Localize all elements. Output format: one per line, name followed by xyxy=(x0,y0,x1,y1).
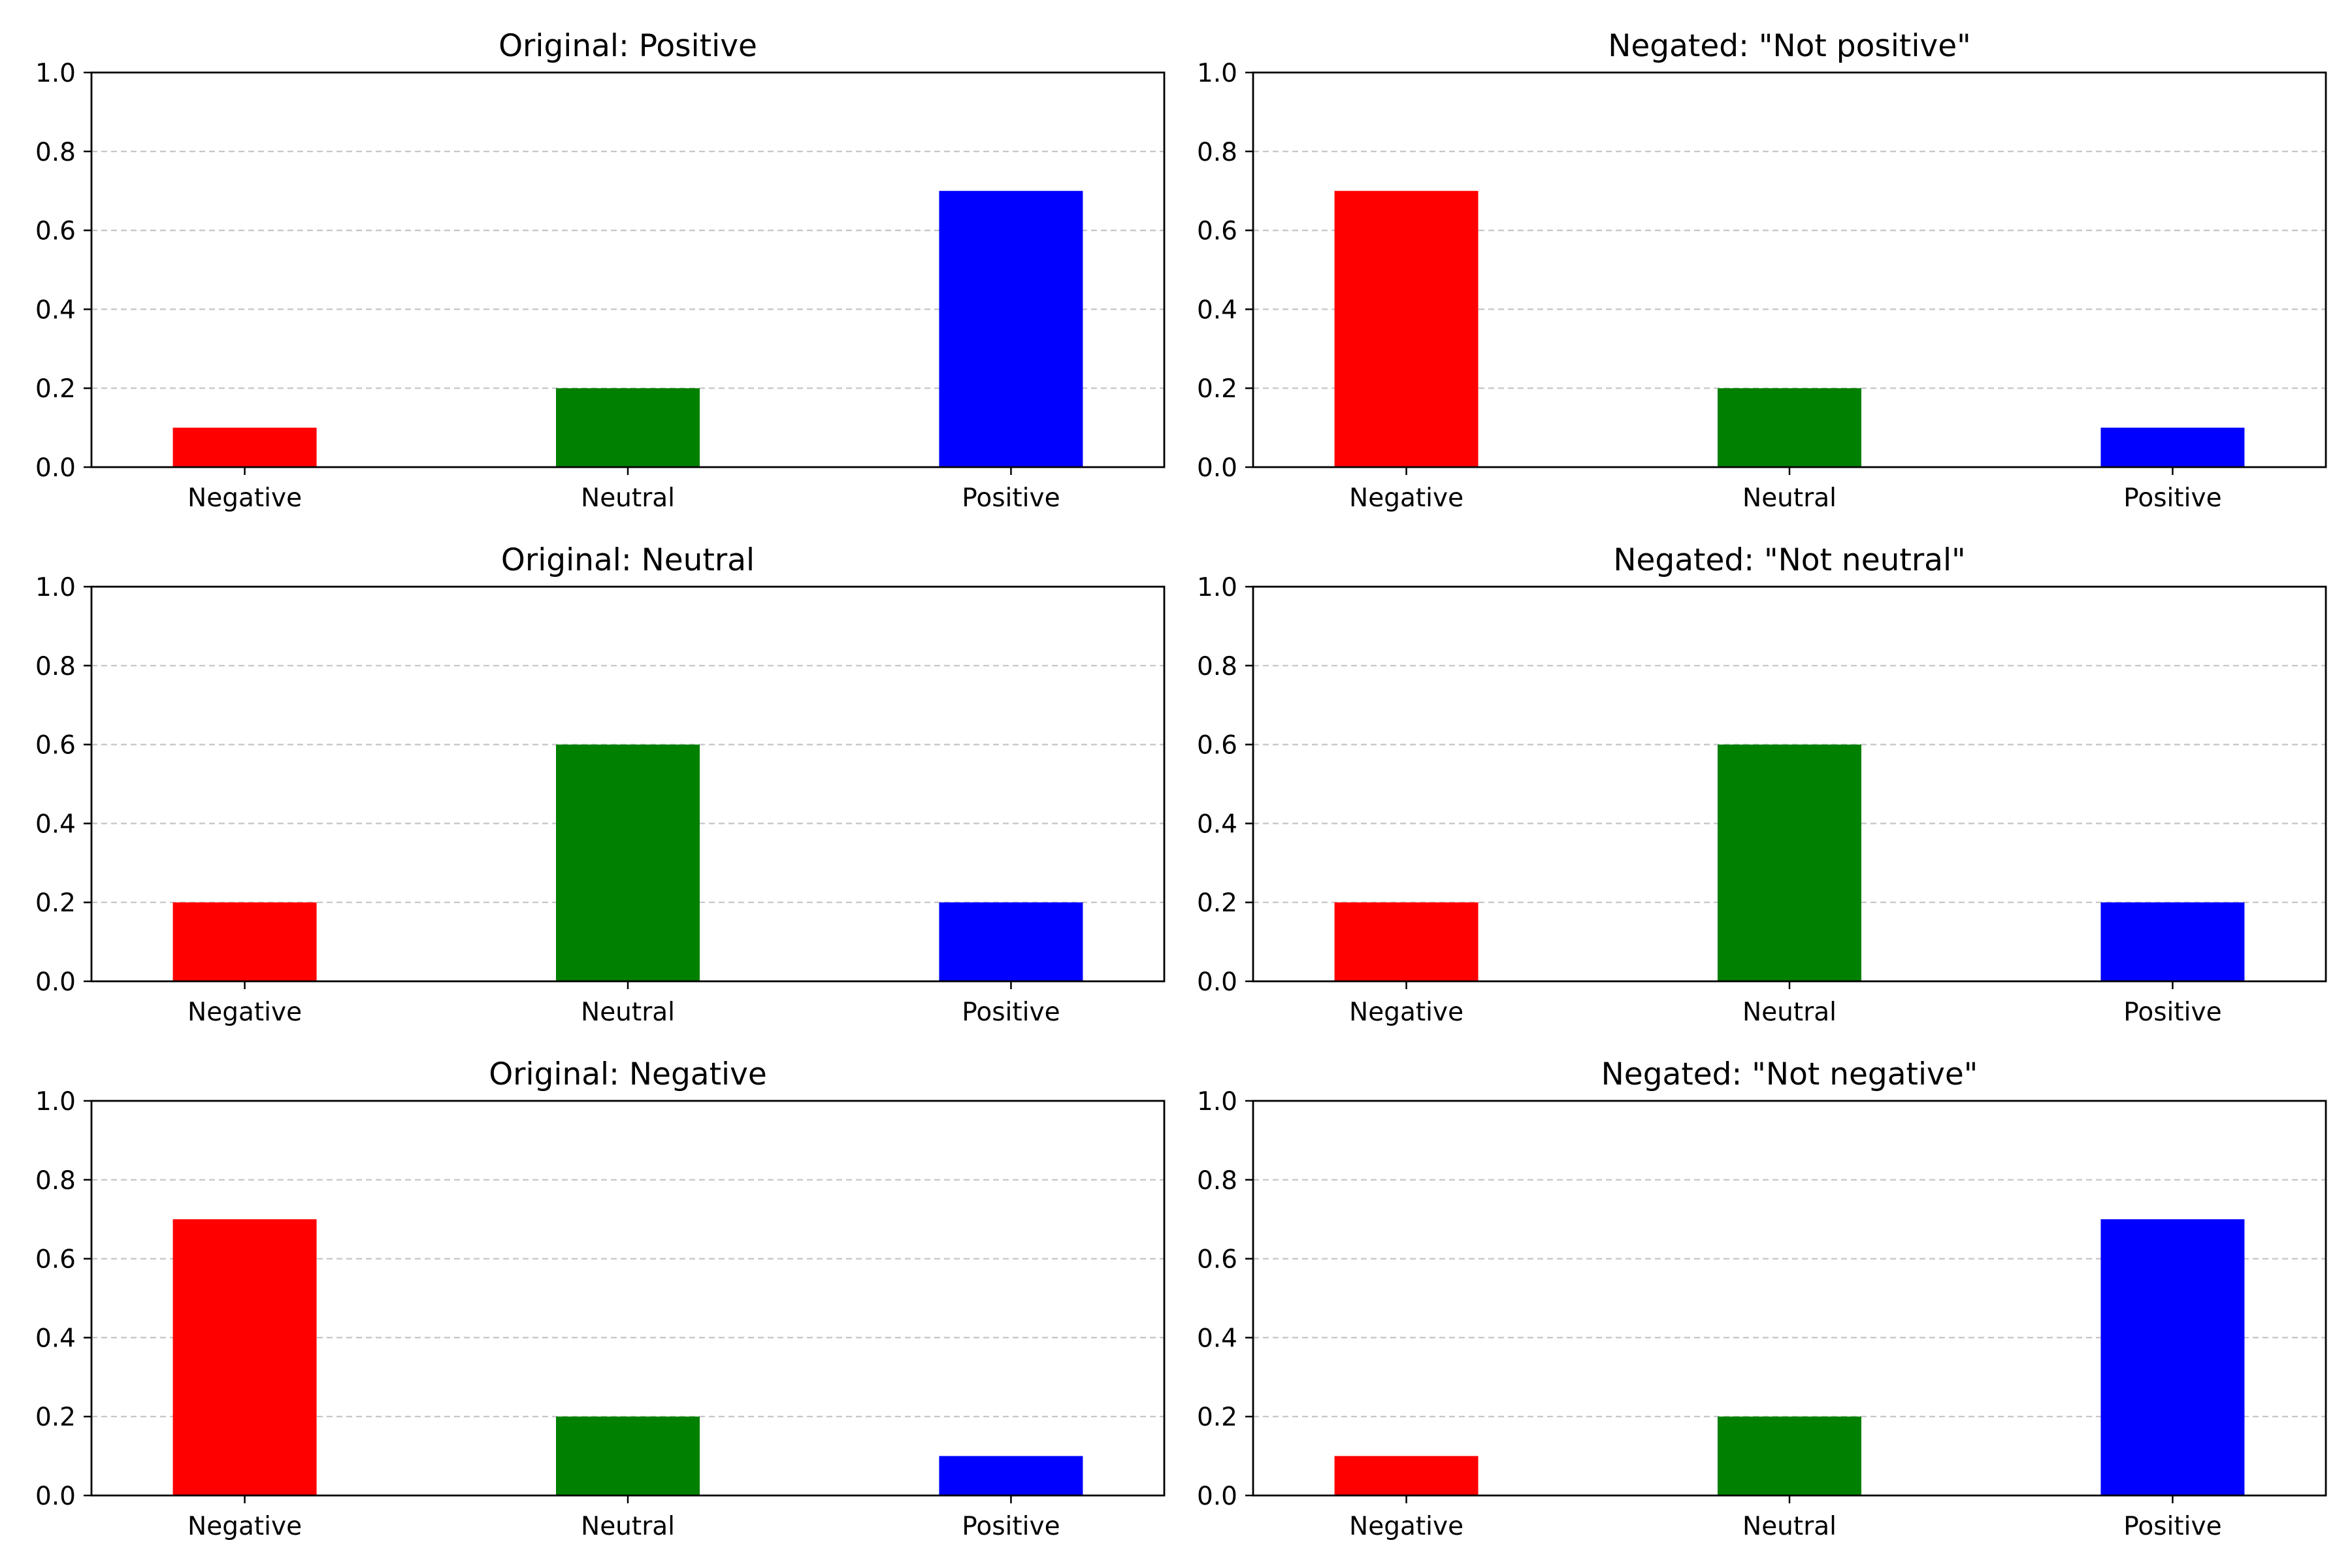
y-tick-label: 0.8 xyxy=(1197,652,1237,681)
x-tick-label: Neutral xyxy=(581,483,675,513)
y-tick-label: 0.6 xyxy=(35,731,76,760)
y-tick-label: 0.2 xyxy=(1197,1403,1237,1432)
panel-title: Negated: "Not positive" xyxy=(1608,28,1971,64)
y-tick-label: 0.2 xyxy=(35,1403,76,1432)
y-tick-label: 0.4 xyxy=(35,809,76,839)
bar-negative xyxy=(1334,191,1478,467)
x-tick-label: Negative xyxy=(1349,1512,1463,1541)
bar-neutral xyxy=(556,1416,700,1495)
y-tick-label: 1.0 xyxy=(1197,1087,1237,1117)
bar-neutral xyxy=(556,388,700,467)
x-tick-label: Positive xyxy=(962,483,1060,513)
chart-panel-6: 0.0 0.2 0.4 0.6 0.8 1.0 Negative Neutral Positiv… xyxy=(1197,1056,2327,1541)
y-tick-label: 1.0 xyxy=(1197,573,1237,602)
chart-panel-4: 0.0 0.2 0.4 0.6 0.8 1.0 Negative Neutral Positiv… xyxy=(1197,542,2327,1027)
bar-positive xyxy=(939,191,1083,467)
y-tick-label: 0.2 xyxy=(35,889,76,918)
y-tick-label: 0.8 xyxy=(35,1166,76,1196)
bar-neutral xyxy=(556,744,700,981)
x-tick-label: Neutral xyxy=(1742,483,1837,513)
y-tick-label: 0.4 xyxy=(1197,809,1237,839)
bar-neutral xyxy=(1718,1416,1861,1495)
y-tick-label: 0.4 xyxy=(35,295,76,325)
y-tick-label: 0.0 xyxy=(1197,1482,1237,1511)
bar-negative xyxy=(172,1219,317,1495)
y-tick-label: 0.2 xyxy=(1197,889,1237,918)
y-tick-label: 1.0 xyxy=(35,59,76,88)
y-tick-label: 0.8 xyxy=(1197,1166,1237,1196)
x-tick-label: Neutral xyxy=(1742,998,1837,1027)
bar-negative xyxy=(1334,902,1478,981)
panel-title: Original: Negative xyxy=(489,1056,767,1092)
x-tick-label: Neutral xyxy=(581,998,675,1027)
y-tick-label: 0.0 xyxy=(35,1482,76,1511)
y-tick-label: 0.0 xyxy=(1197,453,1237,483)
y-tick-label: 0.4 xyxy=(1197,295,1237,325)
x-tick-label: Negative xyxy=(188,998,302,1027)
x-tick-label: Negative xyxy=(1349,998,1463,1027)
y-tick-label: 0.4 xyxy=(1197,1324,1237,1353)
bar-negative xyxy=(172,902,317,981)
x-tick-label: Positive xyxy=(962,998,1060,1027)
y-tick-label: 1.0 xyxy=(35,1087,76,1117)
x-tick-label: Neutral xyxy=(581,1512,675,1541)
bar-positive xyxy=(2100,427,2245,467)
panel-title: Negated: "Not neutral" xyxy=(1613,542,1965,578)
panel-title: Negated: "Not negative" xyxy=(1601,1056,1978,1092)
bar-positive xyxy=(2100,902,2245,981)
panel-title: Original: Neutral xyxy=(501,542,755,578)
chart-panel-5: 0.0 0.2 0.4 0.6 0.8 1.0 Negative Neutral Positiv… xyxy=(35,1056,1166,1541)
chart-panel-1: 0.0 0.2 0.4 0.6 0.8 1.0 Negative Neutral Positiv… xyxy=(35,28,1166,513)
y-tick-label: 1.0 xyxy=(1197,59,1237,88)
chart-panel-3: 0.0 0.2 0.4 0.6 0.8 1.0 Negative Neutral Positiv… xyxy=(35,542,1166,1027)
x-tick-label: Neutral xyxy=(1742,1512,1837,1541)
y-tick-label: 0.0 xyxy=(1197,968,1237,997)
y-tick-label: 0.8 xyxy=(35,138,76,167)
x-tick-label: Negative xyxy=(188,1512,302,1541)
y-tick-label: 0.6 xyxy=(35,217,76,246)
y-tick-label: 0.0 xyxy=(35,453,76,483)
bar-positive xyxy=(2100,1219,2245,1495)
y-tick-label: 0.6 xyxy=(1197,731,1237,760)
y-tick-label: 0.6 xyxy=(1197,1245,1237,1275)
bar-negative xyxy=(172,427,317,467)
y-tick-label: 0.2 xyxy=(35,374,76,404)
y-tick-label: 0.6 xyxy=(35,1245,76,1275)
y-tick-label: 0.8 xyxy=(1197,138,1237,167)
panel-title: Original: Positive xyxy=(498,28,757,64)
bar-neutral xyxy=(1718,388,1861,467)
x-tick-label: Positive xyxy=(962,1512,1060,1541)
x-tick-label: Positive xyxy=(2123,998,2221,1027)
y-tick-label: 0.2 xyxy=(1197,374,1237,404)
y-tick-label: 0.0 xyxy=(35,968,76,997)
chart-panel-2: 0.0 0.2 0.4 0.6 0.8 1.0 Negative Neutral Positiv… xyxy=(1197,28,2327,513)
bar-neutral xyxy=(1718,744,1861,981)
bar-negative xyxy=(1334,1456,1478,1495)
x-tick-label: Positive xyxy=(2123,483,2221,513)
y-tick-label: 1.0 xyxy=(35,573,76,602)
x-tick-label: Negative xyxy=(188,483,302,513)
x-tick-label: Negative xyxy=(1349,483,1463,513)
bar-positive xyxy=(939,1456,1083,1495)
bar-positive xyxy=(939,902,1083,981)
y-tick-label: 0.6 xyxy=(1197,217,1237,246)
y-tick-label: 0.4 xyxy=(35,1324,76,1353)
y-tick-label: 0.8 xyxy=(35,652,76,681)
x-tick-label: Positive xyxy=(2123,1512,2221,1541)
